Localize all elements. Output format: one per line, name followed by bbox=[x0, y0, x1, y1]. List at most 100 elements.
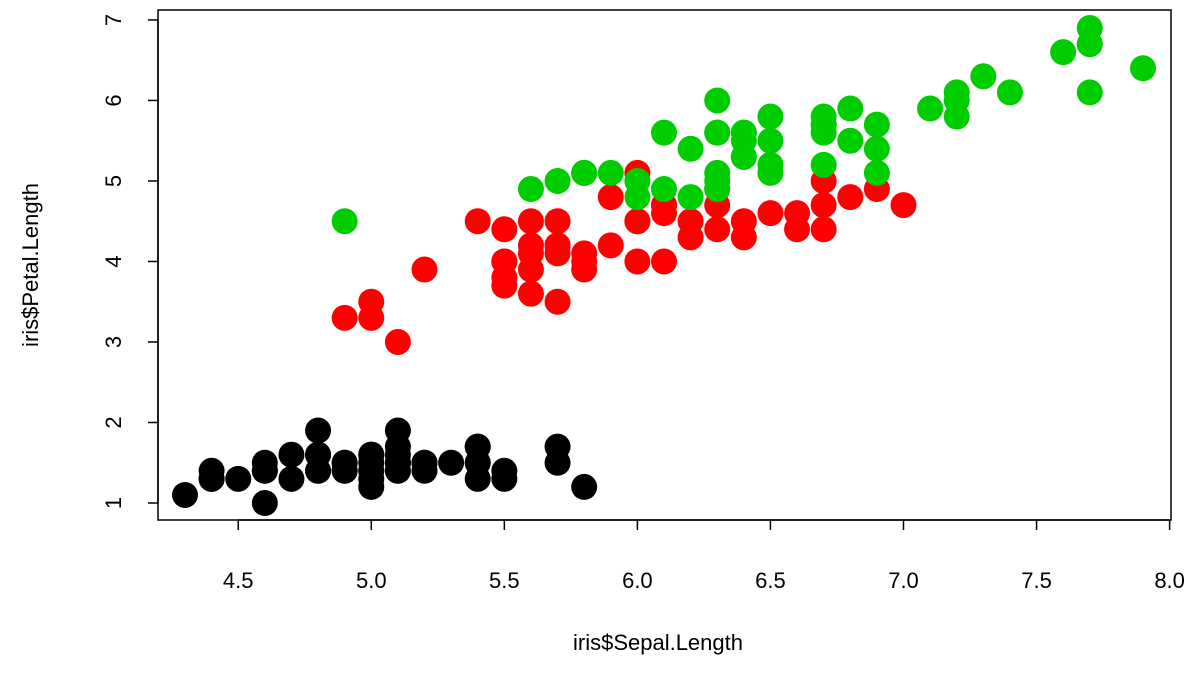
data-point bbox=[544, 433, 571, 460]
data-point bbox=[172, 481, 198, 508]
x-tick-label: 6.5 bbox=[755, 568, 786, 593]
data-point bbox=[810, 111, 837, 138]
data-point bbox=[757, 151, 784, 178]
y-tick-label: 2 bbox=[101, 416, 126, 428]
x-tick-label: 5.5 bbox=[489, 568, 520, 593]
data-point bbox=[996, 79, 1023, 106]
data-point bbox=[517, 176, 544, 203]
data-point bbox=[358, 304, 385, 331]
data-point bbox=[651, 248, 677, 275]
data-point bbox=[384, 328, 411, 355]
x-tick-label: 6.0 bbox=[622, 568, 653, 593]
data-point bbox=[305, 417, 332, 444]
x-tick-label: 8.0 bbox=[1154, 568, 1185, 593]
data-point bbox=[890, 192, 917, 219]
data-point bbox=[517, 280, 544, 307]
data-point bbox=[651, 200, 677, 227]
data-point bbox=[544, 167, 571, 194]
data-point bbox=[943, 103, 970, 130]
data-point bbox=[704, 216, 731, 243]
data-point bbox=[597, 184, 624, 211]
data-point bbox=[571, 248, 598, 275]
x-tick-label: 7.0 bbox=[888, 568, 919, 593]
data-point bbox=[491, 216, 518, 243]
y-tick-label: 7 bbox=[101, 14, 126, 26]
data-point bbox=[757, 127, 784, 154]
data-point bbox=[863, 135, 890, 162]
data-point bbox=[331, 457, 358, 484]
data-point bbox=[464, 208, 491, 235]
data-point bbox=[358, 457, 385, 484]
data-point bbox=[278, 441, 305, 468]
data-point bbox=[517, 232, 544, 259]
data-point bbox=[863, 111, 890, 138]
data-point bbox=[517, 208, 544, 235]
y-axis-label: iris$Petal.Length bbox=[18, 183, 43, 347]
data-point bbox=[837, 95, 864, 122]
data-point bbox=[251, 457, 278, 484]
data-point bbox=[624, 208, 651, 235]
data-point bbox=[677, 184, 704, 211]
data-point bbox=[384, 417, 411, 444]
data-point bbox=[837, 184, 864, 211]
data-point bbox=[251, 490, 278, 516]
data-point bbox=[597, 232, 624, 259]
data-point bbox=[810, 192, 837, 219]
y-tick-label: 1 bbox=[101, 497, 126, 509]
data-point bbox=[651, 176, 677, 203]
data-point bbox=[331, 208, 358, 235]
data-point bbox=[970, 63, 997, 90]
x-tick-label: 4.5 bbox=[223, 568, 254, 593]
data-point bbox=[704, 87, 731, 114]
data-point bbox=[677, 224, 704, 251]
data-point bbox=[624, 184, 651, 211]
y-tick-label: 6 bbox=[101, 94, 126, 106]
data-point bbox=[597, 159, 624, 186]
x-axis: 4.5 5.0 5.5 6.0 6.5 7.0 7.5 8.0 bbox=[223, 519, 1185, 593]
y-tick-label: 4 bbox=[101, 255, 126, 267]
data-point bbox=[491, 248, 518, 275]
data-point bbox=[544, 208, 571, 235]
data-point bbox=[225, 465, 252, 492]
data-point bbox=[1076, 79, 1103, 106]
data-point bbox=[651, 119, 677, 146]
data-point bbox=[917, 95, 944, 122]
data-point bbox=[810, 151, 837, 178]
data-point bbox=[1050, 39, 1077, 66]
data-points bbox=[172, 15, 1156, 516]
y-tick-label: 5 bbox=[101, 175, 126, 187]
data-point bbox=[198, 465, 225, 492]
data-point bbox=[784, 216, 811, 243]
data-point bbox=[730, 127, 757, 154]
x-axis-label: iris$Sepal.Length bbox=[573, 630, 743, 655]
data-point bbox=[757, 103, 784, 130]
data-point bbox=[863, 159, 890, 186]
data-point bbox=[305, 457, 332, 484]
data-point bbox=[544, 240, 571, 267]
data-point bbox=[624, 248, 651, 275]
data-point bbox=[491, 272, 518, 299]
y-axis: 1 2 3 4 5 6 7 bbox=[101, 14, 159, 509]
data-point bbox=[837, 127, 864, 154]
data-point bbox=[278, 465, 305, 492]
data-point bbox=[411, 256, 438, 283]
x-tick-label: 7.5 bbox=[1021, 568, 1052, 593]
data-point bbox=[491, 465, 518, 492]
data-point bbox=[704, 119, 731, 146]
data-point bbox=[384, 441, 411, 468]
data-point bbox=[571, 159, 598, 186]
data-point bbox=[730, 224, 757, 251]
data-point bbox=[1076, 31, 1103, 58]
data-point bbox=[438, 449, 465, 476]
data-point bbox=[704, 167, 731, 194]
data-point bbox=[1130, 55, 1156, 82]
data-point bbox=[331, 304, 358, 331]
data-point bbox=[464, 449, 491, 476]
data-point bbox=[571, 473, 598, 500]
data-point bbox=[757, 200, 784, 227]
y-tick-label: 3 bbox=[101, 336, 126, 348]
data-point bbox=[677, 135, 704, 162]
x-tick-label: 5.0 bbox=[356, 568, 387, 593]
data-point bbox=[411, 449, 438, 476]
